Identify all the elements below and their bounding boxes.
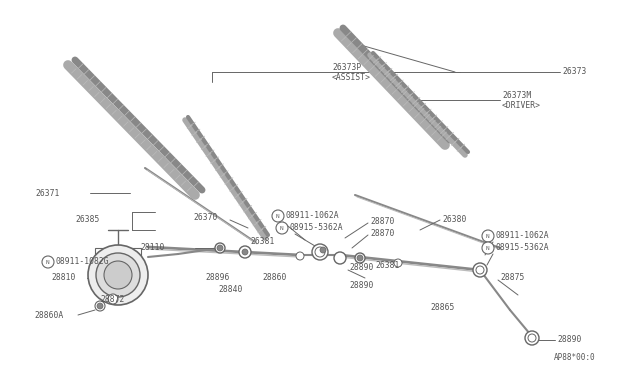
- Text: 26373: 26373: [562, 67, 586, 77]
- Text: 26373P: 26373P: [332, 64, 361, 73]
- Text: 26385: 26385: [76, 215, 100, 224]
- Text: 28870: 28870: [370, 218, 394, 227]
- Text: N: N: [280, 225, 284, 231]
- Circle shape: [476, 266, 484, 274]
- Circle shape: [473, 263, 487, 277]
- Circle shape: [528, 334, 536, 342]
- Text: 28896: 28896: [205, 273, 229, 282]
- Circle shape: [242, 249, 248, 255]
- Circle shape: [320, 247, 326, 253]
- Circle shape: [525, 331, 539, 345]
- Circle shape: [296, 252, 304, 260]
- Text: 08915-5362A: 08915-5362A: [290, 224, 344, 232]
- Text: 28870: 28870: [370, 230, 394, 238]
- Circle shape: [272, 210, 284, 222]
- Circle shape: [482, 242, 494, 254]
- Text: 28110: 28110: [141, 244, 165, 253]
- Text: 28810: 28810: [52, 273, 76, 282]
- Text: 26373M: 26373M: [502, 90, 531, 99]
- Text: AP88*00:0: AP88*00:0: [554, 353, 595, 362]
- Circle shape: [108, 294, 118, 304]
- Text: 28860: 28860: [262, 273, 286, 282]
- Circle shape: [315, 247, 325, 257]
- Text: 08911-1082G: 08911-1082G: [56, 257, 109, 266]
- Circle shape: [215, 243, 225, 253]
- Text: <DRIVER>: <DRIVER>: [502, 102, 541, 110]
- Text: <ASSIST>: <ASSIST>: [332, 74, 371, 83]
- Circle shape: [96, 253, 140, 297]
- Bar: [95, 248, 141, 266]
- Text: 26371: 26371: [36, 189, 60, 198]
- Text: 08911-1062A: 08911-1062A: [496, 231, 550, 241]
- Text: N: N: [486, 234, 490, 238]
- Text: 26380: 26380: [442, 215, 467, 224]
- Text: N: N: [46, 260, 50, 264]
- Text: 28890: 28890: [557, 336, 581, 344]
- Circle shape: [88, 245, 148, 305]
- Text: N: N: [276, 214, 280, 218]
- Text: 28840: 28840: [218, 285, 243, 294]
- Circle shape: [276, 222, 288, 234]
- Circle shape: [42, 256, 54, 268]
- Circle shape: [104, 261, 132, 289]
- Circle shape: [355, 253, 365, 263]
- Text: 28890: 28890: [349, 263, 373, 273]
- Text: 26370: 26370: [194, 214, 218, 222]
- Text: 26381: 26381: [375, 260, 399, 269]
- Text: 28872: 28872: [100, 295, 124, 305]
- Text: 28860A: 28860A: [35, 311, 64, 320]
- Circle shape: [312, 244, 328, 260]
- Circle shape: [97, 303, 103, 309]
- Text: 28865: 28865: [430, 302, 454, 311]
- Text: 08911-1062A: 08911-1062A: [286, 212, 340, 221]
- Text: N: N: [486, 246, 490, 250]
- Text: 28875: 28875: [500, 273, 524, 282]
- Circle shape: [239, 246, 251, 258]
- Text: 26381: 26381: [250, 237, 275, 247]
- Circle shape: [394, 259, 402, 267]
- Circle shape: [217, 245, 223, 251]
- Circle shape: [95, 301, 105, 311]
- Circle shape: [357, 255, 363, 261]
- Circle shape: [482, 230, 494, 242]
- Text: 28890: 28890: [349, 280, 373, 289]
- Circle shape: [334, 252, 346, 264]
- Text: 08915-5362A: 08915-5362A: [496, 244, 550, 253]
